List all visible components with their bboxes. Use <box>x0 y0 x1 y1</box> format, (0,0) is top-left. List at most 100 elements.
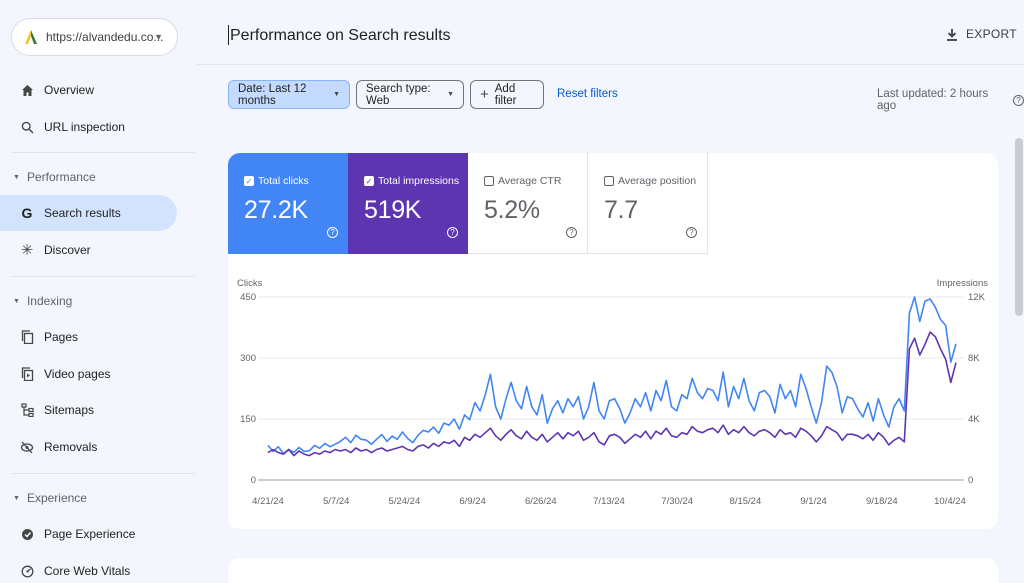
date-filter-label: Date: Last 12 months <box>238 82 307 107</box>
sidebar-item-overview[interactable]: Overview <box>0 72 177 108</box>
metric-label: Average CTR <box>498 175 562 187</box>
search-type-label: Search type: Web <box>366 82 431 107</box>
sidebar-item-label: Overview <box>44 83 95 97</box>
checkbox-checked-icon[interactable]: ✓ <box>244 176 254 186</box>
right-tick-label: 12K <box>968 292 986 303</box>
search-icon <box>20 120 34 134</box>
help-icon[interactable]: ? <box>566 227 577 238</box>
eye-off-icon <box>20 440 34 454</box>
export-button[interactable]: EXPORT <box>946 27 1017 41</box>
sidebar-item-label: Discover <box>44 243 91 257</box>
x-tick-label: 7/30/24 <box>661 496 693 507</box>
export-label: EXPORT <box>966 27 1017 41</box>
divider <box>12 276 195 277</box>
checkbox-unchecked-icon[interactable] <box>604 176 614 186</box>
left-tick-label: 450 <box>240 292 256 303</box>
sidebar-item-search-results[interactable]: G Search results <box>0 195 177 231</box>
sitemap-icon <box>20 403 34 417</box>
divider <box>12 152 195 153</box>
download-icon <box>947 28 957 41</box>
property-selector[interactable]: https://alvandedu.co... ▼ <box>11 18 178 56</box>
help-icon[interactable]: ? <box>447 227 458 238</box>
sidebar-item-removals[interactable]: Removals <box>0 429 177 465</box>
last-updated-label: Last updated: 2 hours ago <box>877 88 989 112</box>
help-icon[interactable]: ? <box>686 227 697 238</box>
x-tick-label: 5/24/24 <box>389 496 421 507</box>
left-axis-label: Clicks <box>237 278 263 289</box>
x-tick-label: 9/1/24 <box>800 496 826 507</box>
sidebar-item-url-inspection[interactable]: URL inspection <box>0 109 177 145</box>
plus-icon: + <box>480 86 489 103</box>
date-filter-chip[interactable]: Date: Last 12 months ▼ <box>228 80 350 109</box>
add-filter-label: Add filter <box>494 82 517 107</box>
series-line-total-clicks <box>267 296 957 455</box>
sidebar-item-label: Search results <box>44 206 121 220</box>
performance-chart: Clicks Impressions 450 12K 300 8K 150 4K 0 0 4/21/… <box>237 278 988 507</box>
right-axis-label: Impressions <box>937 278 988 289</box>
pages-icon <box>20 330 34 344</box>
metric-label: Total clicks <box>258 175 309 187</box>
sidebar-item-sitemaps[interactable]: Sitemaps <box>0 392 177 428</box>
left-tick-label: 150 <box>240 414 256 425</box>
reset-filters-link[interactable]: Reset filters <box>557 88 618 100</box>
section-label: Experience <box>26 491 87 505</box>
left-tick-label: 300 <box>240 353 256 364</box>
queries-card <box>228 558 998 583</box>
sidebar: https://alvandedu.co... ▼ Overview URL i… <box>0 0 195 583</box>
x-tick-label: 5/7/24 <box>323 496 349 507</box>
home-icon <box>20 83 34 97</box>
section-label: Performance <box>26 170 96 184</box>
sidebar-item-discover[interactable]: ✳ Discover <box>0 232 177 268</box>
x-tick-label: 9/18/24 <box>866 496 898 507</box>
metric-average-position[interactable]: Average position 7.7 ? <box>588 153 708 254</box>
search-type-chip[interactable]: Search type: Web ▼ <box>356 80 464 109</box>
right-tick-label: 4K <box>968 414 980 425</box>
triangle-down-icon: ▼ <box>13 494 20 502</box>
right-tick-label: 0 <box>968 475 973 486</box>
metric-value: 27.2K <box>244 196 308 224</box>
divider <box>196 64 1024 65</box>
checkbox-unchecked-icon[interactable] <box>484 176 494 186</box>
metric-value: 7.7 <box>604 196 638 224</box>
sidebar-item-label: URL inspection <box>44 120 125 134</box>
video-page-icon <box>20 367 34 381</box>
metric-total-impressions[interactable]: ✓ Total impressions 519K ? <box>348 153 468 254</box>
speedometer-icon <box>20 564 34 578</box>
property-url: https://alvandedu.co... <box>46 30 164 44</box>
help-icon[interactable]: ? <box>1013 94 1024 106</box>
help-icon[interactable]: ? <box>327 227 338 238</box>
section-experience[interactable]: ▼ Experience <box>13 491 87 505</box>
sidebar-item-label: Removals <box>44 440 98 454</box>
google-g-icon: G <box>21 205 33 221</box>
checkbox-checked-icon[interactable]: ✓ <box>364 176 374 186</box>
triangle-down-icon: ▼ <box>447 91 454 98</box>
x-tick-label: 6/26/24 <box>525 496 557 507</box>
section-indexing[interactable]: ▼ Indexing <box>13 294 72 308</box>
sidebar-item-label: Page Experience <box>44 527 136 541</box>
sidebar-item-core-web-vitals[interactable]: Core Web Vitals <box>0 553 177 583</box>
left-tick-label: 0 <box>251 475 256 486</box>
x-tick-label: 10/4/24 <box>934 496 966 507</box>
sidebar-item-label: Pages <box>44 330 79 344</box>
add-filter-button[interactable]: + Add filter <box>470 80 544 109</box>
sidebar-item-page-experience[interactable]: Page Experience <box>0 516 177 552</box>
metric-total-clicks[interactable]: ✓ Total clicks 27.2K ? <box>228 153 348 254</box>
section-label: Indexing <box>26 294 73 308</box>
x-tick-label: 8/15/24 <box>730 496 762 507</box>
section-performance[interactable]: ▼ Performance <box>13 170 96 184</box>
last-updated: Last updated: 2 hours ago ? <box>877 88 1024 112</box>
triangle-down-icon: ▼ <box>13 173 20 181</box>
page-experience-icon <box>20 527 34 541</box>
sidebar-item-pages[interactable]: Pages <box>0 319 177 355</box>
x-tick-label: 6/9/24 <box>459 496 485 507</box>
scrollbar-thumb[interactable] <box>1015 138 1023 316</box>
chevron-down-icon: ▼ <box>154 32 163 42</box>
triangle-down-icon: ▼ <box>333 91 340 98</box>
asterisk-icon: ✳ <box>20 242 34 259</box>
alvand-logo-icon <box>25 30 37 44</box>
sidebar-item-label: Core Web Vitals <box>44 564 131 578</box>
metric-average-ctr[interactable]: Average CTR 5.2% ? <box>468 153 588 254</box>
sidebar-item-label: Video pages <box>44 367 111 381</box>
series-line-total-impressions <box>267 331 957 457</box>
sidebar-item-video-pages[interactable]: Video pages <box>0 356 177 392</box>
